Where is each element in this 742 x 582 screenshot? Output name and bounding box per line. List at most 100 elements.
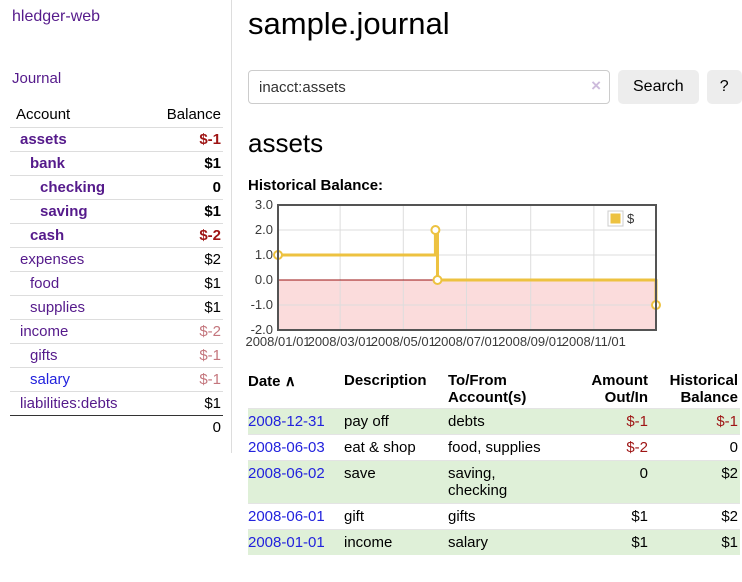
account-heading: assets bbox=[248, 128, 324, 158]
register-row: 2008-12-31 pay off debts $-1 $-1 bbox=[248, 408, 740, 435]
account-row: cash $-2 bbox=[10, 223, 223, 248]
account-balance: $1 bbox=[144, 271, 223, 296]
svg-text:2008/11/01: 2008/11/01 bbox=[562, 334, 626, 349]
account-row: income $-2 bbox=[10, 319, 223, 344]
transaction-amount: $1 bbox=[578, 503, 656, 530]
transaction-description: gift bbox=[344, 503, 448, 530]
account-balance: $1 bbox=[144, 199, 223, 224]
search-input[interactable] bbox=[248, 70, 610, 104]
svg-text:2008/05/01: 2008/05/01 bbox=[371, 334, 436, 349]
transaction-amount: 0 bbox=[578, 460, 656, 504]
svg-text:2.0: 2.0 bbox=[255, 222, 273, 237]
register-row: 2008-01-01 income salary $1 $1 bbox=[248, 529, 740, 555]
transaction-date-link[interactable]: 2008-06-02 bbox=[248, 465, 325, 482]
transaction-description: eat & shop bbox=[344, 434, 448, 461]
account-row: assets $-1 bbox=[10, 127, 223, 152]
account-row: checking 0 bbox=[10, 175, 223, 200]
svg-text:2008/03/01: 2008/03/01 bbox=[308, 334, 373, 349]
account-balance: $-2 bbox=[144, 319, 223, 344]
transaction-date-link[interactable]: 2008-06-03 bbox=[248, 439, 325, 456]
transaction-description: save bbox=[344, 460, 448, 504]
accounts-table-header: Account Balance bbox=[10, 103, 223, 128]
transaction-description: income bbox=[344, 529, 448, 555]
svg-text:3.0: 3.0 bbox=[255, 197, 273, 212]
account-link[interactable]: checking bbox=[40, 179, 106, 196]
register-table-header: Date ∧ Description To/From Account(s) Am… bbox=[248, 370, 740, 409]
sidebar-nav: Journal bbox=[10, 70, 223, 87]
accounts-table: Account Balance assets $-1 bank $1 bbox=[10, 103, 223, 439]
transaction-balance: $2 bbox=[656, 460, 740, 504]
historical-balance-chart: $3.0 2.0 1.0 0.0 -1.0 -2.02008/01/012008/03/0… bbox=[245, 197, 661, 349]
account-balance: $2 bbox=[144, 247, 223, 272]
transaction-description: pay off bbox=[344, 408, 448, 435]
account-balance: $-1 bbox=[144, 343, 223, 368]
transaction-date-link[interactable]: 2008-12-31 bbox=[248, 413, 325, 430]
search-form: × Search ? bbox=[248, 70, 742, 104]
help-button[interactable]: ? bbox=[706, 70, 742, 104]
account-row: saving $1 bbox=[10, 199, 223, 224]
transaction-accounts: salary bbox=[448, 529, 578, 555]
account-balance: $-1 bbox=[144, 367, 223, 392]
register-row: 2008-06-01 gift gifts $1 $2 bbox=[248, 503, 740, 530]
transaction-accounts: debts bbox=[448, 408, 578, 435]
svg-text:2008/09/01: 2008/09/01 bbox=[498, 334, 563, 349]
account-balance: $-1 bbox=[144, 127, 223, 152]
main-content: sample.journal × Search ? assets Histori… bbox=[232, 0, 742, 555]
transaction-amount: $1 bbox=[578, 529, 656, 555]
register-header-description: Description bbox=[344, 372, 427, 389]
transaction-amount: $-2 bbox=[578, 434, 656, 461]
account-link[interactable]: bank bbox=[30, 155, 66, 172]
register-header-accounts: To/From Account(s) bbox=[448, 372, 527, 406]
brand-link[interactable]: hledger-web bbox=[12, 8, 101, 25]
register-header-date[interactable]: Date ∧ bbox=[248, 373, 296, 390]
clear-search-icon[interactable]: × bbox=[591, 76, 601, 95]
account-link[interactable]: cash bbox=[30, 227, 65, 244]
accounts-total-row: 0 bbox=[10, 415, 223, 439]
account-balance: $1 bbox=[144, 295, 223, 320]
account-link[interactable]: saving bbox=[40, 203, 88, 220]
search-input-wrap: × bbox=[248, 70, 610, 104]
accounts-total-balance: 0 bbox=[144, 415, 223, 439]
accounts-header-balance: Balance bbox=[166, 106, 221, 123]
svg-text:2008/07/01: 2008/07/01 bbox=[434, 334, 499, 349]
register-header-balance: Historical Balance bbox=[669, 372, 738, 406]
account-row: food $1 bbox=[10, 271, 223, 296]
account-link[interactable]: gifts bbox=[30, 347, 58, 364]
account-balance: $-2 bbox=[144, 223, 223, 248]
account-link[interactable]: expenses bbox=[20, 251, 85, 268]
transaction-date-link[interactable]: 2008-01-01 bbox=[248, 534, 325, 551]
transaction-balance: $2 bbox=[656, 503, 740, 530]
register-row: 2008-06-02 save saving, checking 0 $2 bbox=[248, 460, 740, 504]
account-link[interactable]: food bbox=[30, 275, 60, 292]
account-row: supplies $1 bbox=[10, 295, 223, 320]
register-row: 2008-06-03 eat & shop food, supplies $-2… bbox=[248, 434, 740, 461]
account-balance: $1 bbox=[144, 391, 223, 416]
transaction-balance: $-1 bbox=[656, 408, 740, 435]
page-title: sample.journal bbox=[248, 6, 450, 41]
register-table: Date ∧ Description To/From Account(s) Am… bbox=[248, 370, 740, 555]
account-row: salary $-1 bbox=[10, 367, 223, 392]
svg-text:$: $ bbox=[627, 211, 635, 226]
transaction-accounts: gifts bbox=[448, 503, 578, 530]
transaction-balance: $1 bbox=[656, 529, 740, 555]
account-balance: 0 bbox=[144, 175, 223, 200]
search-button[interactable]: Search bbox=[618, 70, 699, 104]
account-link[interactable]: salary bbox=[30, 371, 71, 388]
account-link[interactable]: assets bbox=[20, 131, 67, 148]
account-balance: $1 bbox=[144, 151, 223, 176]
account-link[interactable]: liabilities:debts bbox=[20, 395, 118, 412]
transaction-amount: $-1 bbox=[578, 408, 656, 435]
transaction-balance: 0 bbox=[656, 434, 740, 461]
svg-text:1.0: 1.0 bbox=[255, 247, 273, 262]
account-row: liabilities:debts $1 bbox=[10, 391, 223, 416]
account-row: bank $1 bbox=[10, 151, 223, 176]
account-row: gifts $-1 bbox=[10, 343, 223, 368]
account-link[interactable]: income bbox=[20, 323, 69, 340]
transaction-date-link[interactable]: 2008-06-01 bbox=[248, 508, 325, 525]
transaction-accounts: saving, checking bbox=[448, 460, 578, 504]
account-link[interactable]: supplies bbox=[30, 299, 86, 316]
svg-text:2008/01/01: 2008/01/01 bbox=[245, 334, 310, 349]
sidebar: hledger-web Journal Account Balance asse… bbox=[0, 0, 232, 453]
accounts-header-account: Account bbox=[16, 106, 71, 123]
sidebar-item-journal[interactable]: Journal bbox=[12, 70, 62, 87]
